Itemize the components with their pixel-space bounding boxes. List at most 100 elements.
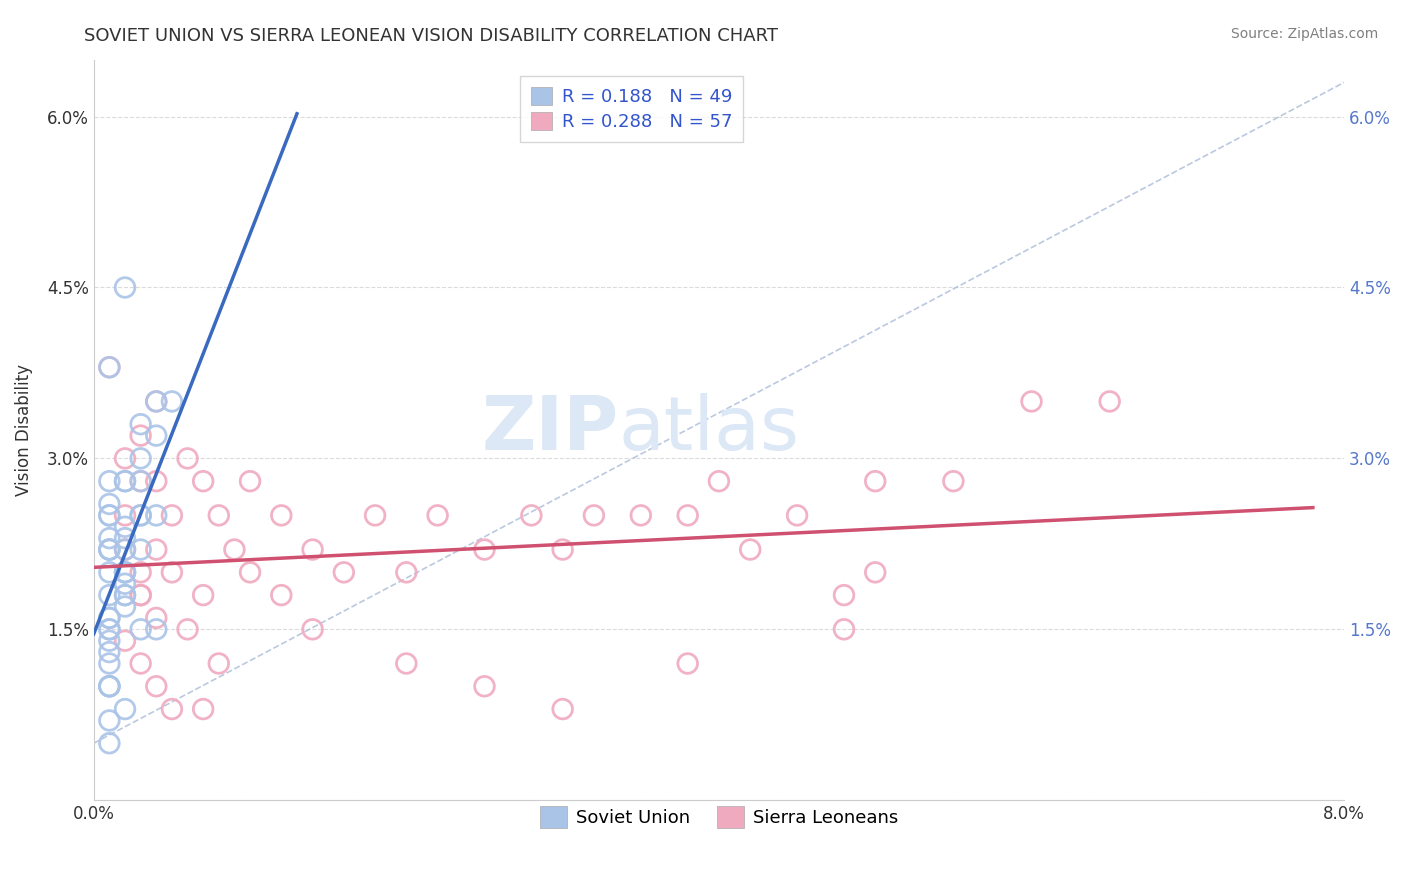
Point <box>191 702 214 716</box>
Point <box>114 474 136 488</box>
Point <box>98 360 121 375</box>
Point <box>145 474 167 488</box>
Point <box>551 542 574 557</box>
Point <box>145 394 167 409</box>
Point <box>98 679 121 693</box>
Point <box>114 451 136 466</box>
Point <box>145 542 167 557</box>
Point <box>98 645 121 659</box>
Point <box>98 679 121 693</box>
Point <box>333 566 356 580</box>
Point <box>129 542 152 557</box>
Legend: Soviet Union, Sierra Leoneans: Soviet Union, Sierra Leoneans <box>533 799 905 836</box>
Point <box>114 588 136 602</box>
Point <box>114 633 136 648</box>
Point <box>98 622 121 636</box>
Text: ZIP: ZIP <box>482 393 619 467</box>
Point <box>98 542 121 557</box>
Point <box>239 566 262 580</box>
Point <box>98 474 121 488</box>
Point <box>865 474 887 488</box>
Point <box>98 611 121 625</box>
Point <box>176 451 198 466</box>
Point <box>582 508 605 523</box>
Point <box>832 622 855 636</box>
Point <box>474 679 496 693</box>
Point <box>740 542 762 557</box>
Point <box>630 508 652 523</box>
Point <box>114 542 136 557</box>
Point <box>364 508 387 523</box>
Point <box>114 542 136 557</box>
Point <box>942 474 965 488</box>
Point <box>129 508 152 523</box>
Point <box>208 508 231 523</box>
Point <box>114 588 136 602</box>
Point <box>676 508 699 523</box>
Point <box>114 508 136 523</box>
Point <box>676 657 699 671</box>
Point <box>395 657 418 671</box>
Point <box>114 702 136 716</box>
Point <box>520 508 543 523</box>
Point <box>160 566 183 580</box>
Point <box>129 657 152 671</box>
Point <box>786 508 808 523</box>
Point <box>98 508 121 523</box>
Point <box>114 576 136 591</box>
Point <box>145 679 167 693</box>
Point <box>865 566 887 580</box>
Point <box>98 736 121 750</box>
Point <box>129 566 152 580</box>
Point <box>98 588 121 602</box>
Point <box>176 622 198 636</box>
Point <box>426 508 449 523</box>
Point <box>160 508 183 523</box>
Point <box>160 702 183 716</box>
Point <box>129 428 152 442</box>
Point <box>98 497 121 511</box>
Point <box>98 566 121 580</box>
Point <box>145 622 167 636</box>
Point <box>98 531 121 545</box>
Point <box>114 566 136 580</box>
Point <box>208 657 231 671</box>
Point <box>98 679 121 693</box>
Point <box>114 566 136 580</box>
Point <box>114 531 136 545</box>
Y-axis label: Vision Disability: Vision Disability <box>15 364 32 496</box>
Point <box>160 394 183 409</box>
Point <box>239 474 262 488</box>
Point <box>114 474 136 488</box>
Point <box>129 588 152 602</box>
Point <box>145 611 167 625</box>
Point <box>191 474 214 488</box>
Point <box>129 474 152 488</box>
Text: Source: ZipAtlas.com: Source: ZipAtlas.com <box>1230 27 1378 41</box>
Point <box>98 611 121 625</box>
Point <box>98 633 121 648</box>
Point <box>98 542 121 557</box>
Point <box>301 542 323 557</box>
Point <box>707 474 730 488</box>
Point <box>129 451 152 466</box>
Point <box>114 280 136 294</box>
Point <box>1098 394 1121 409</box>
Point <box>129 474 152 488</box>
Point <box>270 588 292 602</box>
Point <box>395 566 418 580</box>
Text: atlas: atlas <box>619 393 800 467</box>
Point <box>145 508 167 523</box>
Point <box>270 508 292 523</box>
Point <box>474 542 496 557</box>
Point <box>114 599 136 614</box>
Point <box>129 508 152 523</box>
Point <box>1021 394 1043 409</box>
Point <box>145 428 167 442</box>
Point <box>114 566 136 580</box>
Point <box>301 622 323 636</box>
Point <box>129 588 152 602</box>
Point <box>191 588 214 602</box>
Point <box>224 542 246 557</box>
Point <box>98 360 121 375</box>
